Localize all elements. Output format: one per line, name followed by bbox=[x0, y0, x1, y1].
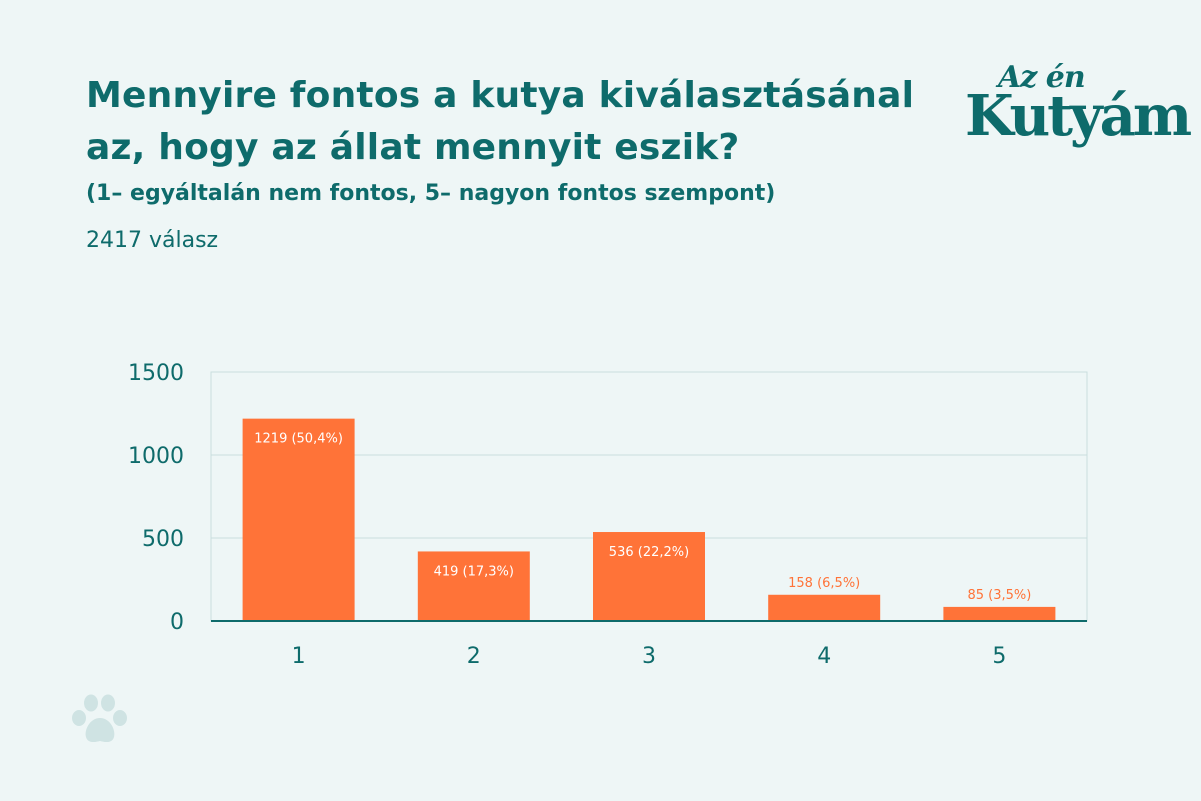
y-tick-label: 500 bbox=[142, 527, 184, 552]
bar bbox=[768, 594, 881, 621]
response-count: 2417 válasz bbox=[86, 228, 219, 253]
bar bbox=[417, 551, 530, 621]
y-tick-label: 1500 bbox=[128, 361, 184, 386]
brand-logo: Az én Kutyám bbox=[965, 60, 1192, 160]
x-tick-label: 5 bbox=[992, 644, 1006, 669]
y-tick-label: 0 bbox=[170, 610, 184, 635]
x-tick-label: 4 bbox=[817, 644, 831, 669]
x-tick-label: 2 bbox=[467, 644, 481, 669]
data-label: 1219 (50,4%) bbox=[254, 432, 343, 447]
paw-icon bbox=[72, 694, 127, 743]
chart-subtitle: (1– egyáltalán nem fontos, 5– nagyon fon… bbox=[86, 181, 776, 206]
bar bbox=[943, 606, 1056, 621]
data-label: 536 (22,2%) bbox=[609, 545, 689, 560]
data-label: 158 (6,5%) bbox=[788, 576, 860, 591]
bar bbox=[242, 418, 355, 621]
x-tick-label: 3 bbox=[642, 644, 656, 669]
x-tick-label: 1 bbox=[292, 644, 306, 669]
bar bbox=[593, 532, 705, 621]
data-label: 419 (17,3%) bbox=[434, 564, 514, 579]
chart-title: Mennyire fontos a kutya kiválasztásánal … bbox=[86, 75, 915, 168]
logo-line-2: Kutyám bbox=[965, 83, 1192, 149]
y-tick-label: 1000 bbox=[128, 444, 184, 469]
data-label: 85 (3,5%) bbox=[967, 588, 1031, 603]
logo-line-1: Az én bbox=[998, 60, 1086, 95]
